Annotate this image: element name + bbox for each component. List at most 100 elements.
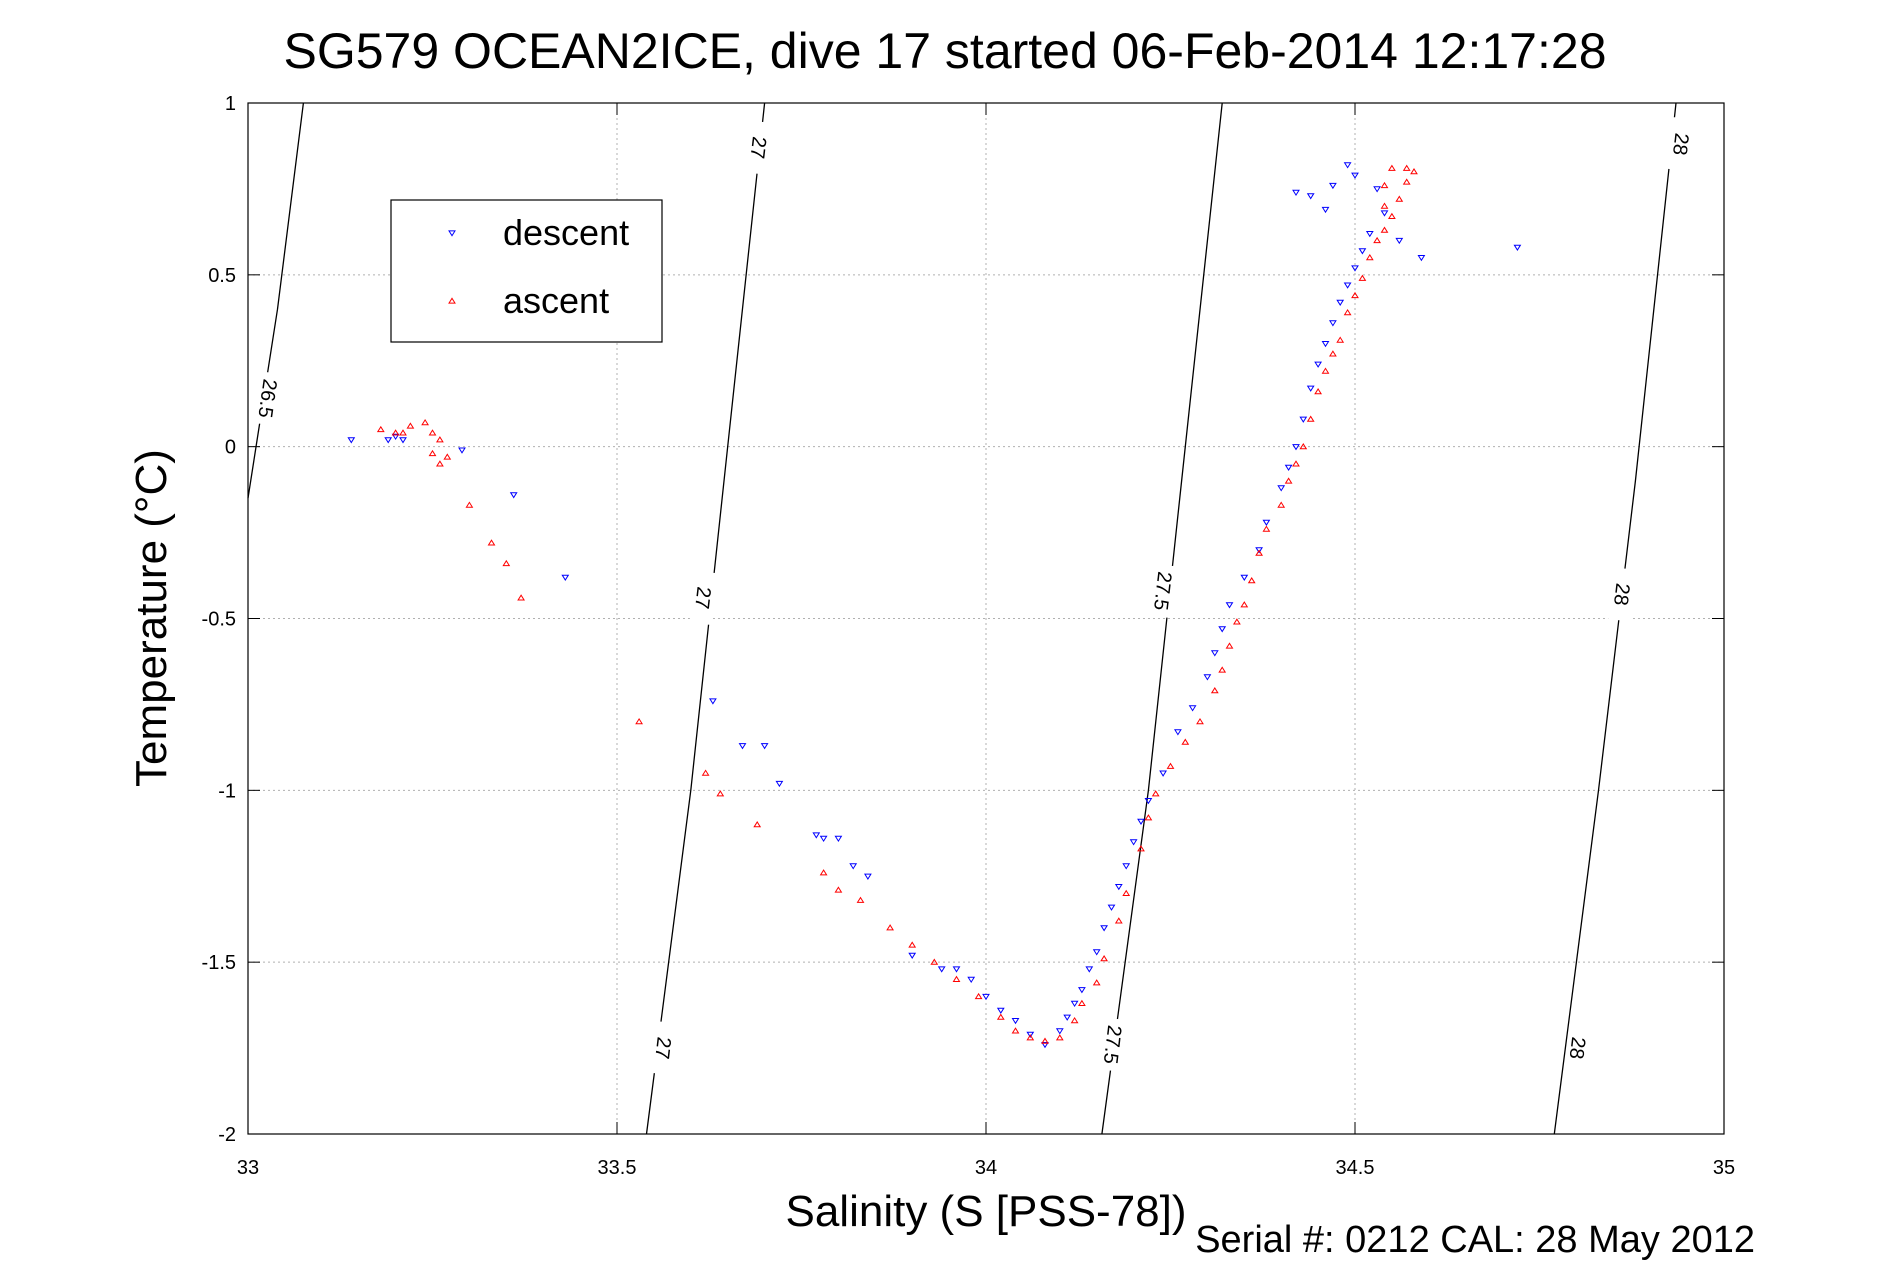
descent-point (1365, 231, 1374, 238)
descent-point (1277, 485, 1286, 492)
descent-point (1085, 966, 1094, 973)
contour-label: 27 (650, 1036, 674, 1061)
legend-label-descent: descent (503, 212, 629, 253)
ascent-point (1343, 308, 1352, 316)
descent-point (1351, 172, 1359, 179)
descent-point (1144, 798, 1153, 805)
ascent-point (1380, 202, 1389, 209)
contour-label-gap (1667, 117, 1696, 172)
ascent-point (502, 559, 511, 567)
descent-point (952, 966, 961, 973)
descent-point (347, 437, 356, 444)
density-contour-line (645, 102, 766, 1135)
ascent-point (856, 896, 865, 903)
ascent-point (1314, 388, 1323, 395)
contour-label-gap (1098, 1017, 1127, 1072)
descent-point (1314, 361, 1323, 368)
ascent-point (1262, 525, 1271, 532)
y-tick-label: -0.5 (202, 609, 236, 631)
ascent-point (908, 941, 917, 948)
ascent-point (1225, 642, 1234, 649)
x-tick-label: 33 (237, 1157, 259, 1179)
y-axis-label: Temperature (°C) (127, 449, 176, 787)
descent-point (1041, 1042, 1049, 1049)
ascent-point (1114, 917, 1123, 924)
ascent-point (1306, 415, 1315, 422)
ascent-point (1122, 889, 1131, 896)
ascent-point (465, 501, 474, 508)
descent-point (1100, 925, 1109, 932)
descent-point (1129, 839, 1138, 846)
descent-point (391, 433, 400, 441)
ascent-point (428, 429, 437, 436)
descent-point (1159, 770, 1167, 777)
descent-point (399, 437, 407, 444)
ascent-point (1321, 367, 1330, 374)
ascent-point (428, 449, 437, 457)
ascent-point (487, 539, 496, 546)
descent-point (1343, 282, 1352, 289)
contour-label: 28 (1565, 1036, 1589, 1061)
ascent-point (1151, 790, 1160, 797)
ascent-point (1055, 1034, 1064, 1041)
descent-point (1114, 884, 1123, 891)
ascent-point (1336, 336, 1345, 343)
ascent-point (1247, 577, 1256, 584)
density-contours: 26.5 27 27 27 27.5 27.5 28 28 28 (247, 102, 1696, 1135)
chart-title: SG579 OCEAN2ICE, dive 17 started 06-Feb-… (284, 23, 1607, 79)
contour-label: 27 (746, 135, 770, 160)
ascent-point (1255, 549, 1264, 556)
descent-point (1284, 464, 1293, 471)
ascent-point (1410, 168, 1418, 175)
x-tick-label: 33.5 (598, 1157, 637, 1179)
descent-point (1328, 182, 1337, 190)
descent-point (908, 952, 917, 959)
descent-point (1055, 1028, 1064, 1035)
ascent-point (1380, 181, 1389, 189)
ascent-point (1077, 999, 1086, 1006)
descent-point (819, 835, 828, 843)
descent-point (1137, 818, 1145, 825)
descent-point (1321, 206, 1330, 214)
descent-point (1077, 987, 1086, 994)
descent-point (509, 492, 518, 499)
ascent-point (974, 992, 983, 1000)
descent-point (1218, 626, 1227, 633)
series-descent (347, 162, 1522, 1049)
descent-point (708, 698, 717, 705)
descent-point (849, 863, 858, 870)
ascent-point (376, 425, 385, 433)
ascent-point (701, 769, 710, 776)
ascent-point (1395, 195, 1404, 202)
descent-point (1513, 244, 1522, 251)
legend: descent ascent (390, 199, 663, 343)
grid (248, 103, 1724, 1134)
descent-point (1395, 237, 1404, 245)
ascent-point (1351, 291, 1359, 299)
descent-point (864, 873, 872, 880)
ascent-point (1144, 814, 1153, 821)
contour-label: 26.5 (253, 378, 280, 420)
ascent-point (1373, 236, 1382, 244)
ascent-point (1402, 164, 1411, 171)
descent-point (1070, 1000, 1079, 1008)
descent-point (1306, 385, 1315, 392)
descent-point (1343, 162, 1352, 169)
y-tick-label: 1 (225, 93, 236, 115)
contour-label-gap (689, 570, 718, 625)
ascent-point (1070, 1016, 1079, 1024)
contour-label: 27.5 (1099, 1024, 1125, 1065)
descent-point (937, 966, 946, 973)
descent-point (775, 780, 784, 788)
ascent-point (517, 594, 526, 601)
ascent-point (1358, 274, 1367, 281)
ascent-point (716, 790, 725, 797)
ascent-point (834, 886, 843, 893)
descent-point (1210, 650, 1219, 657)
descent-point (1328, 320, 1337, 327)
descent-point (1026, 1031, 1035, 1038)
density-contour-line (247, 102, 305, 499)
ascent-point (1181, 738, 1190, 745)
